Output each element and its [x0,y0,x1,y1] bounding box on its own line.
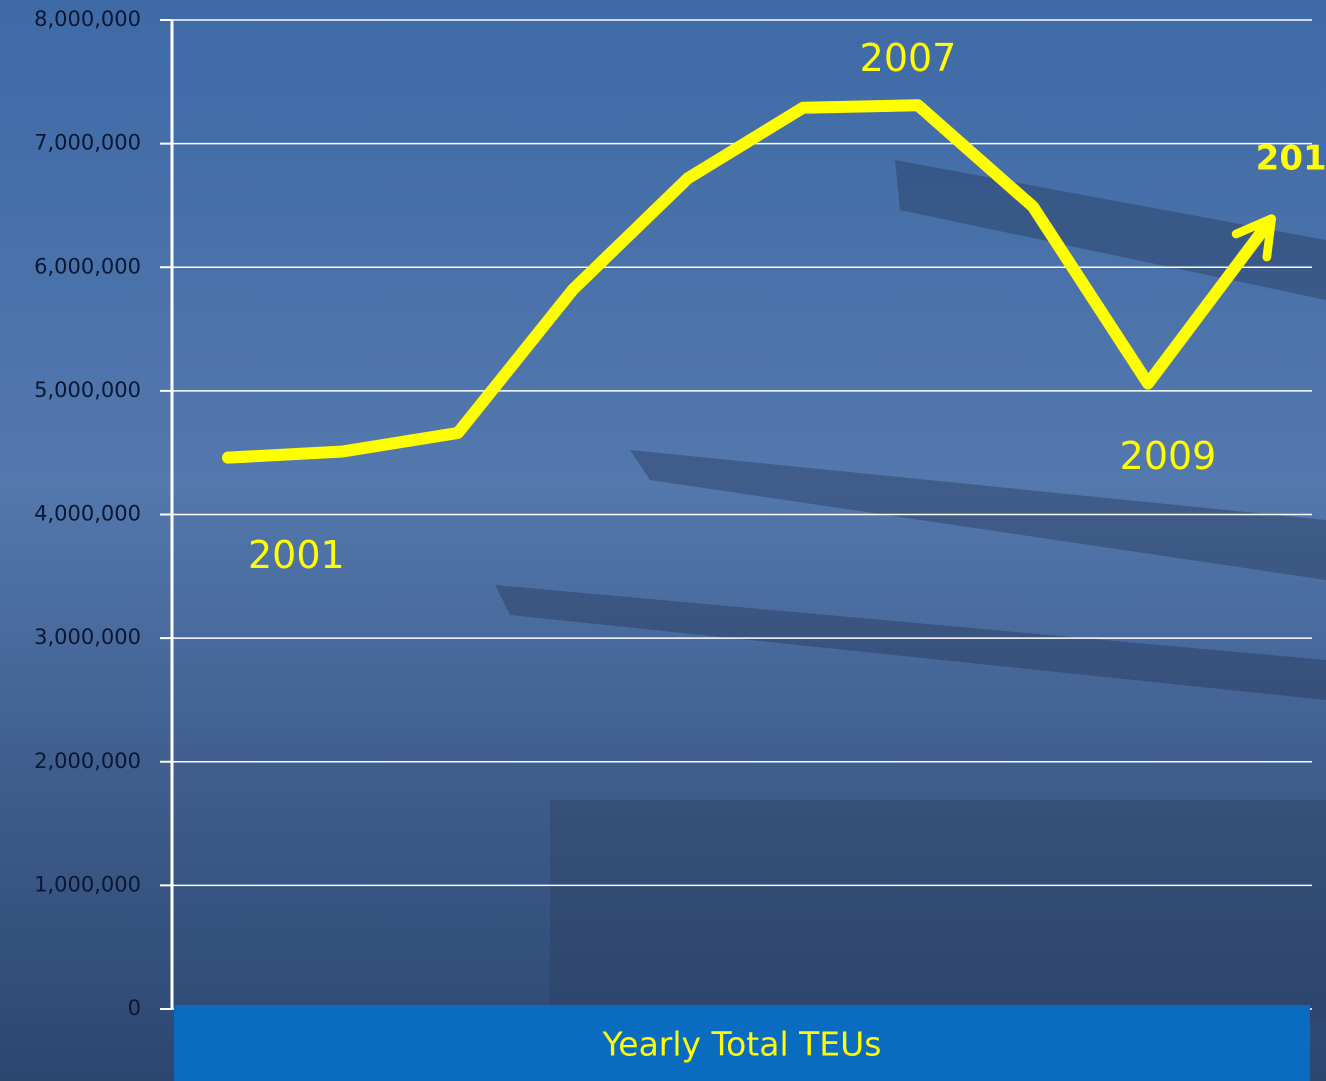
y-tick-label: 5,000,000 [34,378,141,402]
point-label: 2010 [1256,139,1326,179]
y-tick-label: 6,000,000 [34,254,141,278]
y-tick-label: 4,000,000 [34,502,141,526]
y-tick-label: 3,000,000 [34,625,141,649]
point-label: 2007 [860,36,957,80]
y-tick-label: 0 [128,996,141,1020]
chart-title: Yearly Total TEUs [602,1025,882,1064]
point-label: 2001 [248,533,345,577]
point-label: 2009 [1120,434,1217,478]
y-tick-label: 2,000,000 [34,749,141,773]
y-tick-label: 7,000,000 [34,131,141,155]
y-tick-label: 1,000,000 [34,872,141,896]
chart: 0 1,000,000 2,000,000 3,000,000 4,000,000 5,0… [0,0,1326,1081]
y-tick-label: 8,000,000 [34,7,141,31]
